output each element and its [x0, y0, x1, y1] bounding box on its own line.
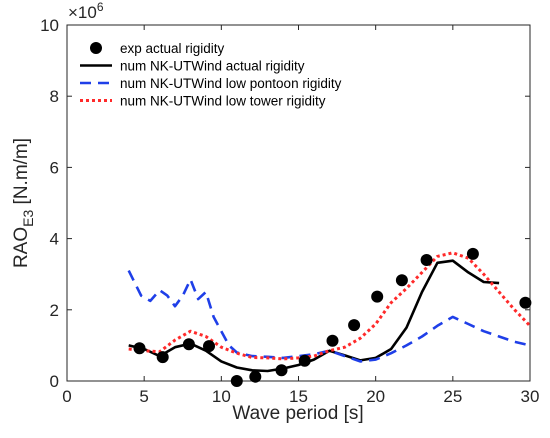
- data-point: [348, 319, 361, 332]
- axis-ticks: [66, 24, 531, 382]
- data-point: [519, 296, 532, 309]
- data-point: [466, 247, 479, 260]
- x-tick-label: 30: [521, 387, 540, 406]
- y-exponent-power: 6: [97, 0, 104, 14]
- y-tick-label: 6: [50, 158, 59, 177]
- y-axis-title: RAOE3 [N.m/m]: [11, 138, 36, 268]
- legend-label: num NK-UTWind low tower rigidity: [120, 94, 326, 109]
- y-tick-label: 8: [50, 87, 59, 106]
- y-axis-title-main: RAO: [11, 227, 32, 268]
- data-point: [298, 354, 311, 367]
- y-exponent-label: ×106: [68, 0, 104, 22]
- x-tick-label: 10: [212, 387, 231, 406]
- series-layer: [127, 247, 532, 387]
- x-tick-label: 0: [62, 387, 71, 406]
- y-axis-title-sub: E3: [20, 210, 36, 227]
- legend-label: num NK-UTWind low pontoon rigidity: [120, 76, 342, 91]
- x-tick-label: 25: [443, 387, 462, 406]
- data-point: [420, 254, 433, 266]
- data-point: [275, 364, 288, 377]
- legend: exp actual rigidity num NK-UTWind actual …: [80, 41, 342, 109]
- data-point: [133, 342, 146, 355]
- axis-tick-labels: 0 5 10 15 20 25 30 0 2 4 6 8 10: [40, 16, 539, 406]
- legend-marker: [90, 42, 102, 54]
- y-tick-label: 4: [50, 230, 59, 249]
- legend-label: exp actual rigidity: [120, 41, 225, 56]
- x-tick-label: 15: [289, 387, 308, 406]
- series-line-2: [127, 270, 531, 363]
- y-tick-label: 2: [50, 301, 59, 320]
- data-point: [156, 351, 169, 364]
- x-tick-label: 5: [139, 387, 148, 406]
- y-exponent-base: ×10: [68, 3, 97, 22]
- data-point: [230, 375, 243, 387]
- x-axis-title: Wave period [s]: [232, 403, 363, 424]
- data-point: [182, 338, 195, 351]
- series-line-3: [128, 251, 532, 361]
- data-point: [326, 334, 339, 347]
- y-tick-label: 0: [50, 372, 59, 391]
- y-tick-label: 10: [40, 16, 59, 35]
- plot-area: [66, 24, 531, 382]
- data-point: [203, 340, 215, 353]
- data-point: [371, 290, 384, 303]
- x-tick-label: 20: [366, 387, 385, 406]
- y-axis-title-unit: [N.m/m]: [11, 138, 32, 210]
- data-point: [249, 370, 262, 383]
- legend-label: num NK-UTWind actual rigidity: [120, 59, 305, 74]
- data-point: [395, 274, 408, 287]
